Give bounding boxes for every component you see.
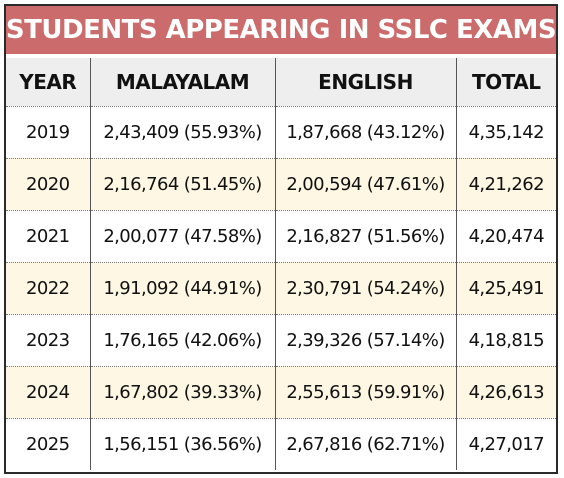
cell-total: 4,20,474 — [455, 209, 556, 262]
header-total: TOTAL — [455, 58, 556, 106]
cell-year: 2019 — [6, 105, 90, 158]
cell-english: 1,87,668 (43.12%) — [274, 105, 456, 158]
cell-total: 4,18,815 — [455, 313, 556, 366]
table-frame: STUDENTS APPEARING IN SSLC EXAMS YEAR MA… — [4, 4, 558, 474]
cell-english: 2,00,594 (47.61%) — [274, 157, 456, 210]
header-year: YEAR — [6, 58, 90, 106]
cell-year: 2021 — [6, 209, 90, 262]
title-banner: STUDENTS APPEARING IN SSLC EXAMS — [5, 6, 557, 54]
cell-english: 2,30,791 (54.24%) — [274, 261, 456, 314]
cell-total: 4,21,262 — [455, 157, 556, 210]
table-row: 2023 1,76,165 (42.06%) 2,39,326 (57.14%)… — [6, 313, 556, 366]
table-row: 2022 1,91,092 (44.91%) 2,30,791 (54.24%)… — [6, 261, 556, 314]
table-row: 2025 1,56,151 (36.56%) 2,67,816 (62.71%)… — [6, 417, 556, 470]
cell-total: 4,35,142 — [455, 105, 556, 158]
cell-english: 2,16,827 (51.56%) — [274, 209, 456, 262]
table-row: 2021 2,00,077 (47.58%) 2,16,827 (51.56%)… — [6, 209, 556, 262]
cell-year: 2022 — [6, 261, 90, 314]
table-row: 2019 2,43,409 (55.93%) 1,87,668 (43.12%)… — [6, 105, 556, 158]
cell-malayalam: 1,91,092 (44.91%) — [89, 261, 275, 314]
table-title: STUDENTS APPEARING IN SSLC EXAMS — [5, 15, 557, 45]
table-header-row: YEAR MALAYALAM ENGLISH TOTAL — [6, 58, 556, 106]
header-english: ENGLISH — [274, 58, 456, 106]
cell-malayalam: 1,76,165 (42.06%) — [89, 313, 275, 366]
cell-english: 2,67,816 (62.71%) — [274, 417, 456, 470]
cell-malayalam: 2,00,077 (47.58%) — [89, 209, 275, 262]
cell-english: 2,39,326 (57.14%) — [274, 313, 456, 366]
table-row: 2020 2,16,764 (51.45%) 2,00,594 (47.61%)… — [6, 157, 556, 210]
cell-total: 4,27,017 — [455, 417, 556, 470]
cell-malayalam: 2,16,764 (51.45%) — [89, 157, 275, 210]
cell-english: 2,55,613 (59.91%) — [274, 365, 456, 418]
cell-year: 2025 — [6, 417, 90, 470]
cell-year: 2024 — [6, 365, 90, 418]
cell-year: 2020 — [6, 157, 90, 210]
cell-malayalam: 1,67,802 (39.33%) — [89, 365, 275, 418]
header-malayalam: MALAYALAM — [89, 58, 275, 106]
cell-total: 4,25,491 — [455, 261, 556, 314]
cell-year: 2023 — [6, 313, 90, 366]
cell-malayalam: 2,43,409 (55.93%) — [89, 105, 275, 158]
cell-total: 4,26,613 — [455, 365, 556, 418]
cell-malayalam: 1,56,151 (36.56%) — [89, 417, 275, 470]
table-row: 2024 1,67,802 (39.33%) 2,55,613 (59.91%)… — [6, 365, 556, 418]
sslc-students-table: YEAR MALAYALAM ENGLISH TOTAL 2019 2,43,4… — [6, 58, 556, 470]
